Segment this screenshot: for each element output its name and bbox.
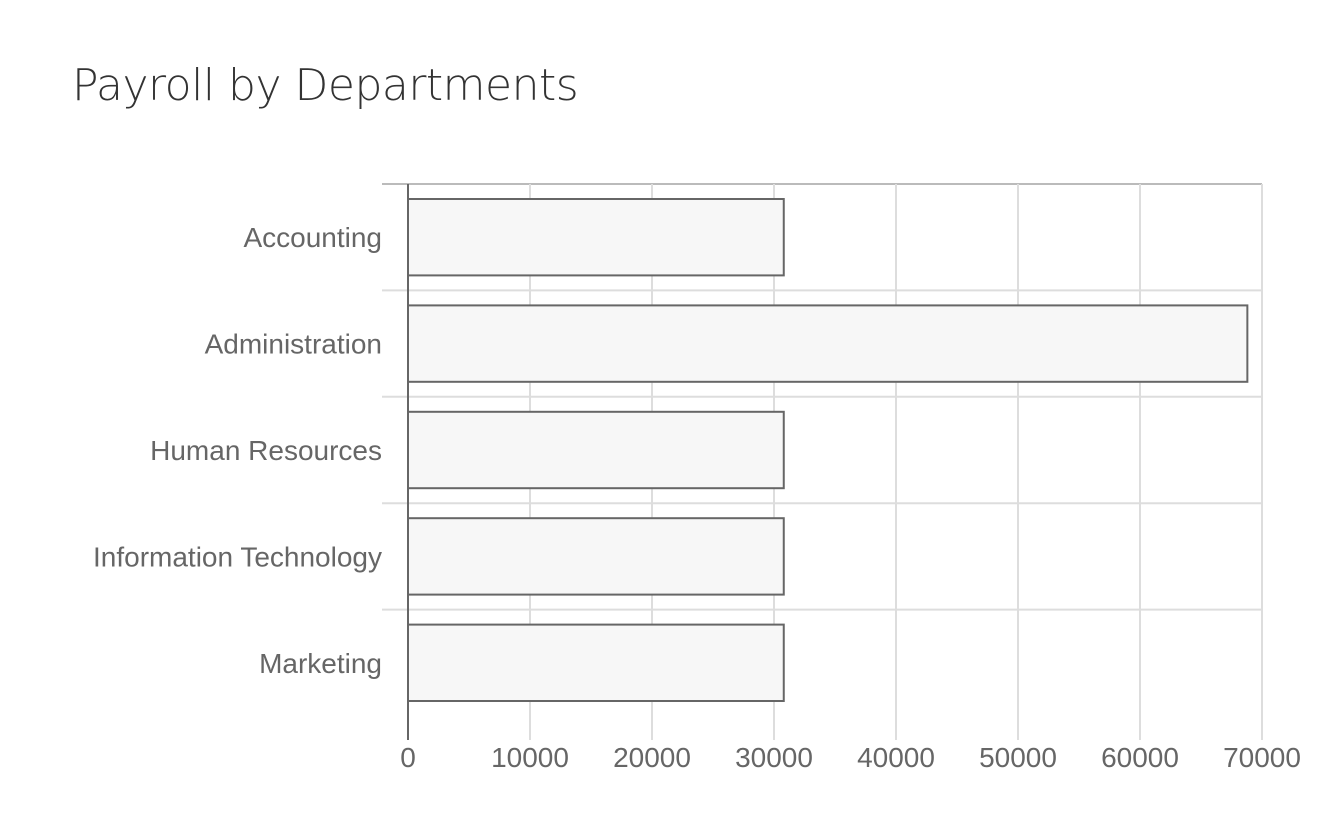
y-category-label: Human Resources	[150, 435, 382, 466]
y-category-label: Information Technology	[93, 541, 382, 572]
bar-layer	[407, 198, 1249, 702]
bar	[407, 410, 785, 490]
bar	[407, 517, 785, 596]
y-category-label: Administration	[205, 329, 382, 360]
x-tick-label: 20000	[613, 742, 691, 773]
grid-layer	[382, 183, 1263, 740]
bar	[407, 198, 785, 277]
x-tick-label: 40000	[857, 742, 935, 773]
y-category-label: Accounting	[243, 222, 382, 253]
bar	[407, 623, 785, 702]
label-layer: 0 10000 20000 30000 40000 50000 60000 70000 Acco…	[93, 222, 1301, 773]
y-category-label: Marketing	[259, 648, 382, 679]
x-tick-label: 50000	[979, 742, 1057, 773]
x-tick-label: 0	[400, 742, 416, 773]
x-tick-label: 70000	[1223, 742, 1301, 773]
x-tick-label: 60000	[1101, 742, 1179, 773]
bar	[407, 304, 1249, 383]
x-tick-label: 10000	[491, 742, 569, 773]
chart-title: Payroll by Departments	[72, 60, 579, 111]
x-tick-label: 30000	[735, 742, 813, 773]
